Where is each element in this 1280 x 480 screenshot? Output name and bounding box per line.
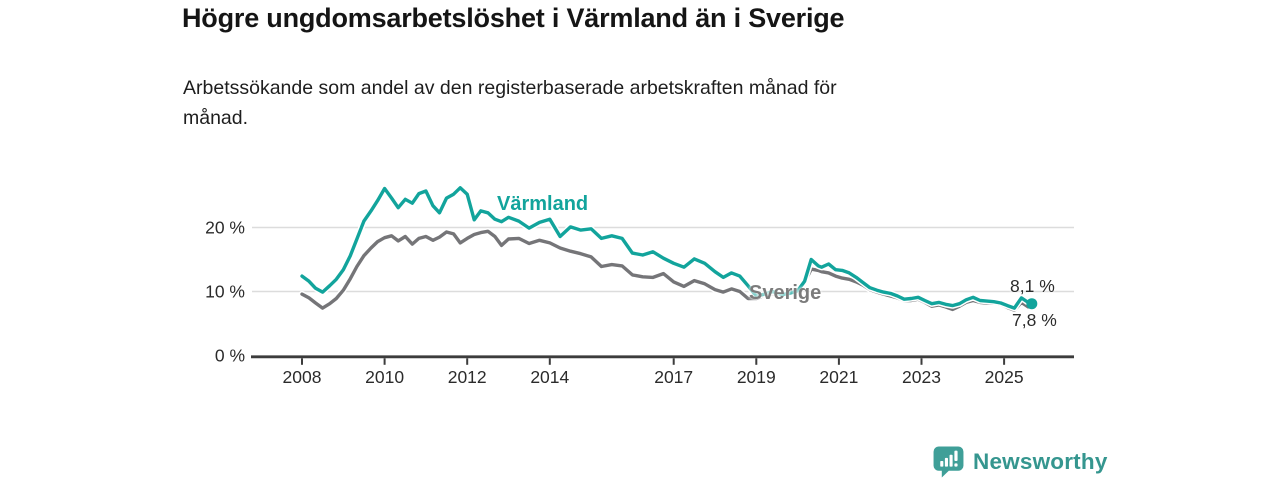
varmland-end-dot xyxy=(1026,298,1038,310)
x-tick-label-2021: 2021 xyxy=(819,367,858,387)
line-casing-värmland xyxy=(298,184,1035,312)
newsworthy-logo: Newsworthy xyxy=(932,445,1108,478)
logo-bar-medium xyxy=(944,457,948,467)
chart-subtitle-line1: Arbetssökande som andel av den registerb… xyxy=(183,77,837,99)
logo-bubble-shape xyxy=(933,446,964,478)
x-tick-label-2025: 2025 xyxy=(985,367,1024,387)
y-tick-label-20: 20 % xyxy=(205,218,245,238)
end-value-label-varmland: 8,1 % xyxy=(1010,276,1055,296)
x-tick-label-2019: 2019 xyxy=(737,367,776,387)
y-tick-label-0: 0 % xyxy=(215,346,245,366)
x-tick-label-2014: 2014 xyxy=(530,367,569,387)
x-tick-label-2010: 2010 xyxy=(365,367,404,387)
page-title: Högre ungdomsarbetslöshet i Värmland än … xyxy=(182,3,845,33)
logo-exclamation-dot xyxy=(954,463,958,467)
series-label-varmland: Värmland xyxy=(497,193,589,215)
logo-bar-short xyxy=(940,460,944,467)
chart-subtitle: Arbetssökande som andel av den registerb… xyxy=(183,73,837,133)
newsworthy-wordmark: Newsworthy xyxy=(973,448,1108,474)
line-värmland xyxy=(300,186,1034,310)
x-tick-label-2017: 2017 xyxy=(654,367,693,387)
logo-exclamation-bar xyxy=(954,450,958,461)
x-tick-label-2023: 2023 xyxy=(902,367,941,387)
x-tick-label-2012: 2012 xyxy=(448,367,487,387)
logo-bar-tall xyxy=(949,454,953,467)
series-label-sverige: Sverige xyxy=(749,282,822,304)
bar-chart-speech-bubble-icon xyxy=(933,446,964,478)
x-tick-label-2008: 2008 xyxy=(283,367,322,387)
chart-subtitle-line2: månad. xyxy=(183,107,249,129)
y-tick-label-10: 10 % xyxy=(205,282,245,302)
end-value-label-sverige: 7,8 % xyxy=(1012,310,1057,330)
